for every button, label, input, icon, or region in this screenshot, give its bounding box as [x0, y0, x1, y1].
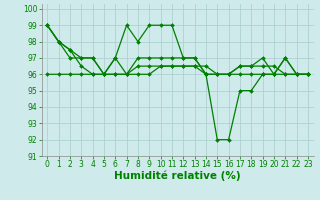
- X-axis label: Humidité relative (%): Humidité relative (%): [114, 171, 241, 181]
